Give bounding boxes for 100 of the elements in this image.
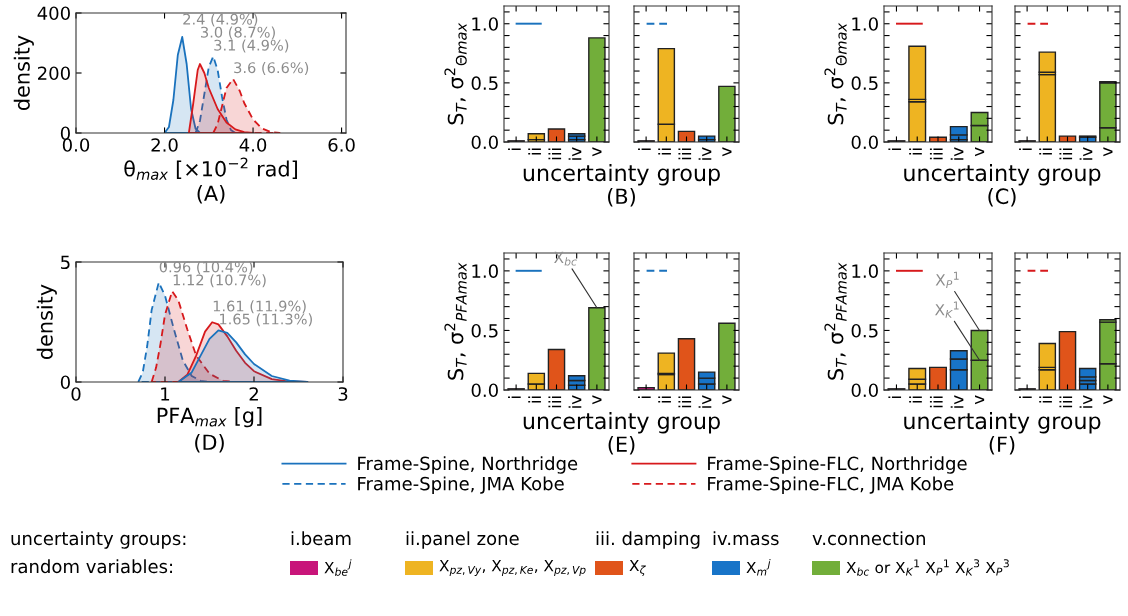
category-label: iii. damping	[596, 531, 700, 549]
annotation: 2.4 (4.9%)	[183, 13, 258, 27]
x-tick-label: v	[1103, 147, 1113, 157]
annotation: 3.1 (4.9%)	[214, 39, 289, 53]
annotation: 1.65 (11.3%)	[220, 313, 312, 327]
x-tick-label: i	[638, 396, 651, 398]
x-axis-title: θ$_{max}$ [×10$^{−2}$ rad]	[124, 157, 297, 180]
y-axis-title: S$_{T}$, σ$^{2}$$_{PFAmax}$	[444, 262, 467, 380]
x-tick-label: v	[592, 395, 602, 405]
x-tick-label: v	[1103, 395, 1113, 405]
annotation: 3.0 (8.7%)	[201, 26, 275, 40]
text: (E)	[608, 436, 635, 455]
y-tick-label: 1.0	[852, 17, 878, 31]
x-axis-title: uncertainty group	[523, 164, 720, 186]
annotation: 0.96 (10.4%)	[159, 261, 253, 275]
annotation: X$_{P}$$^{1}$	[935, 271, 959, 288]
x-tick-label: iii	[929, 148, 943, 160]
x-tick-label: 4.0	[239, 138, 267, 152]
x-tick-label: i	[888, 396, 902, 398]
text: (D)	[195, 434, 224, 453]
y-tick-label: 400	[37, 6, 70, 21]
x-tick-label: iv	[950, 395, 964, 408]
y-axis-title: S$_{T}$, σ$^{2}$$_{PFAmax}$	[824, 262, 847, 380]
x-axis-title: uncertainty group	[904, 164, 1101, 186]
category-label: i.beam	[291, 531, 351, 546]
x-tick-label: iii	[1059, 396, 1073, 408]
x-tick-label: ii	[658, 148, 671, 155]
x-tick-label: i	[638, 148, 651, 150]
x-tick-label: iii	[548, 396, 562, 408]
text: X$_{m}$$^{j}$	[746, 559, 771, 576]
x-tick-label: ii	[528, 148, 541, 155]
y-tick-label: 0.5	[471, 76, 498, 90]
x-tick-label: iv	[568, 395, 582, 408]
annotation: 1.61 (11.9%)	[213, 300, 306, 314]
y-axis-title: S$_{T}$, σ$^{2}$$_{Θmax}$	[444, 22, 467, 125]
y-axis-title: S$_{T}$, σ$^{2}$$_{Θmax}$	[824, 22, 847, 125]
legend-label: Frame-Spine, JMA Kobe	[358, 476, 564, 494]
y-tick-label: 0.5	[851, 76, 878, 90]
x-tick-label: i	[508, 396, 521, 398]
x-tick-label: 2	[249, 387, 258, 401]
text: X$_{bc}$ or X$_{K}$$^{1}$ X$_{P}$$^{1}$ X$_{K}$$^{3}$ X$_{P}$$^{3}$	[846, 559, 1009, 576]
x-tick-label: iv	[698, 395, 712, 408]
x-tick-label: ii	[1039, 148, 1052, 155]
x-tick-label: ii	[1039, 396, 1052, 403]
x-tick-label: 3	[338, 387, 348, 401]
y-tick-label: 1.0	[472, 17, 498, 31]
y-tick-label: 0.5	[851, 323, 878, 338]
x-tick-label: iv	[698, 147, 712, 160]
x-tick-label: ii	[909, 396, 922, 403]
y-tick-label: 0.5	[471, 323, 498, 338]
text: X$_{be}$$^{j}$	[324, 559, 352, 576]
text: (A)	[197, 185, 225, 204]
y-tick-label: 200	[38, 66, 70, 81]
annotation: 1.12 (10.7%)	[173, 274, 266, 288]
x-tick-label: iv	[950, 147, 964, 160]
x-axis-title: PFA$_{max}$ [g]	[157, 407, 262, 428]
category-label: v.connection	[812, 531, 925, 546]
x-tick-label: iv	[1079, 147, 1093, 160]
x-tick-label: i	[1019, 148, 1032, 150]
annotation: X$_{K}$$^{1}$	[935, 301, 959, 318]
x-tick-label: 2.0	[151, 138, 178, 152]
text: uncertainty groups:	[11, 531, 186, 549]
x-tick-label: iii	[1059, 148, 1073, 160]
text: (C)	[988, 188, 1016, 207]
x-tick-label: v	[722, 147, 732, 157]
text: (F)	[989, 436, 1015, 455]
text: (B)	[608, 188, 635, 207]
text: random variables:	[11, 559, 172, 574]
x-tick-label: v	[975, 395, 985, 405]
x-axis-title: uncertainty group	[904, 412, 1101, 434]
legend-label: Frame-Spine, Northridge	[358, 456, 578, 474]
x-tick-label: ii	[909, 148, 922, 155]
x-tick-label: 6.0	[328, 138, 355, 152]
text: X$_{pz,Vy}$, X$_{pz,Ke}$, X$_{pz,Vp}$	[439, 560, 586, 576]
y-axis-title: density	[13, 35, 34, 111]
x-tick-label: v	[722, 395, 732, 405]
x-tick-label: ii	[528, 396, 541, 403]
x-tick-label: ii	[658, 396, 671, 403]
annotation: 3.6 (6.6%)	[234, 61, 309, 75]
x-tick-label: i	[888, 148, 902, 150]
x-tick-label: iii	[548, 148, 562, 160]
x-tick-label: iii	[678, 148, 692, 160]
x-tick-label: iv	[568, 147, 582, 160]
x-tick-label: iv	[1079, 395, 1093, 408]
y-tick-label: 5	[61, 255, 70, 270]
legend-label: Frame-Spine-FLC, Northridge	[708, 456, 967, 474]
category-label: ii.panel zone	[406, 531, 519, 549]
x-tick-label: i	[508, 148, 521, 150]
x-tick-label: 0	[71, 387, 81, 401]
x-tick-label: 1	[161, 387, 170, 401]
x-tick-label: v	[975, 147, 985, 157]
y-tick-label: 1.0	[852, 264, 878, 278]
x-tick-label: iii	[929, 396, 943, 408]
x-axis-title: uncertainty group	[523, 412, 720, 434]
annotation: X$_{bc}$	[554, 251, 577, 266]
category-label: iv.mass	[713, 531, 779, 546]
x-tick-label: iii	[678, 396, 692, 408]
y-axis-title: density	[36, 284, 57, 360]
y-tick-label: 1.0	[472, 264, 498, 278]
x-tick-label: i	[1019, 396, 1032, 398]
